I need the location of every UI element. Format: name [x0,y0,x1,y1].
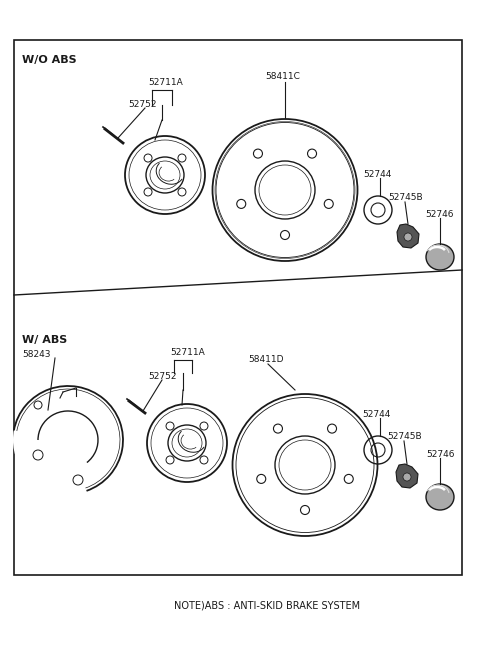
Text: 52744: 52744 [362,410,390,419]
Text: 52745B: 52745B [387,432,421,441]
Bar [14,40,462,575]
Text: NOTE)ABS : ANTI-SKID BRAKE SYSTEM: NOTE)ABS : ANTI-SKID BRAKE SYSTEM [174,600,360,610]
Text: 52711A: 52711A [170,348,205,357]
Text: 58411D: 58411D [248,355,284,364]
Text: 52746: 52746 [426,450,455,459]
Ellipse shape [426,244,454,270]
Ellipse shape [426,484,454,510]
Text: 52752: 52752 [148,372,177,381]
Text: W/ ABS: W/ ABS [22,335,67,345]
Text: 58243: 58243 [22,350,50,359]
Polygon shape [397,224,419,248]
Text: 52745B: 52745B [388,193,422,202]
Ellipse shape [13,386,123,494]
Text: W/O ABS: W/O ABS [22,55,77,65]
Circle shape [403,473,411,481]
Text: 52744: 52744 [363,170,391,179]
Text: 52711A: 52711A [148,78,183,87]
Text: 52752: 52752 [128,100,156,109]
Text: 58411C: 58411C [265,72,300,81]
Polygon shape [396,464,418,488]
Circle shape [404,233,412,241]
Text: 52746: 52746 [425,210,454,219]
